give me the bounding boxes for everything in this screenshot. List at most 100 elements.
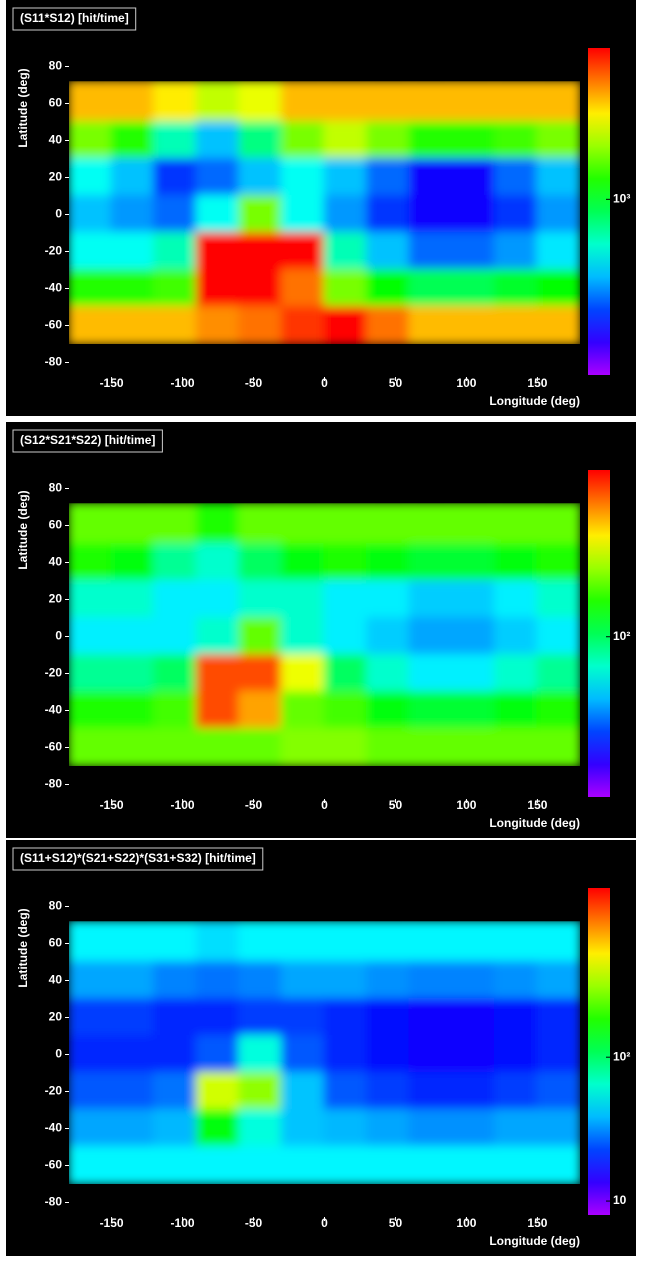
heatmap-cell xyxy=(195,269,241,308)
y-axis-label: Latitude (deg) xyxy=(16,68,30,147)
heatmap-cell xyxy=(323,503,369,545)
heatmap-cell xyxy=(153,921,198,963)
heatmap-cell xyxy=(153,1109,198,1148)
y-tick-label: -60 xyxy=(45,740,63,754)
heatmap-cell xyxy=(280,503,326,545)
heatmap-cell xyxy=(238,654,283,693)
heatmap-cell xyxy=(451,691,496,730)
heatmap-cell xyxy=(408,232,454,271)
heatmap-cell xyxy=(69,1035,113,1074)
heatmap-cells xyxy=(69,503,580,767)
heatmap-cell xyxy=(408,306,454,345)
heatmap-cell xyxy=(238,1072,283,1111)
heatmap-cell xyxy=(280,1146,326,1185)
heatmap-cell xyxy=(153,961,198,1000)
heatmap-cell xyxy=(238,728,283,767)
y-tick-label: -80 xyxy=(45,777,63,791)
heatmap-cell xyxy=(408,158,454,197)
heatmap-cell xyxy=(238,81,283,123)
heatmap-cell xyxy=(366,543,411,582)
heatmap-cell xyxy=(366,121,411,160)
heatmap-cell xyxy=(493,232,539,271)
heatmap-cell xyxy=(69,158,113,197)
heatmap-cell xyxy=(110,617,156,656)
x-tick-label: 50 xyxy=(389,376,403,390)
heatmap-cell xyxy=(366,306,411,345)
heatmap-cell xyxy=(153,1035,198,1074)
heatmap-cell xyxy=(110,691,156,730)
y-tick-label: 20 xyxy=(49,170,63,184)
heatmap-cell xyxy=(69,1109,113,1148)
heatmap-cell xyxy=(493,921,539,963)
heatmap-cell xyxy=(69,232,113,271)
y-tick-label: 40 xyxy=(49,973,63,987)
heatmap-cell xyxy=(493,580,539,619)
heatmap-cell xyxy=(451,121,496,160)
colorbar-tick-label: 10³ xyxy=(613,191,630,205)
y-tick-label: -60 xyxy=(45,318,63,332)
heatmap-cell xyxy=(451,1146,496,1185)
heatmap-cell xyxy=(366,961,411,1000)
heatmap-cell xyxy=(69,121,113,160)
heatmap-cell xyxy=(153,269,198,308)
heatmap-cell xyxy=(110,306,156,345)
heatmap-cell xyxy=(323,232,369,271)
heatmap-cell xyxy=(280,921,326,963)
heatmap-cell xyxy=(493,503,539,545)
heatmap-cell xyxy=(536,269,580,308)
heatmap-cell xyxy=(408,691,454,730)
heatmap-cells xyxy=(69,81,580,345)
heatmap-cell xyxy=(238,691,283,730)
y-tick-label: 20 xyxy=(49,592,63,606)
heatmap-cell xyxy=(451,543,496,582)
heatmap-cell xyxy=(238,998,283,1037)
heatmap-cell xyxy=(153,654,198,693)
heatmap-cell xyxy=(493,1072,539,1111)
heatmap-cell xyxy=(238,961,283,1000)
heatmap-cell xyxy=(408,543,454,582)
heatmap-cell xyxy=(195,654,241,693)
heatmap-cell xyxy=(69,269,113,308)
heatmap-cell xyxy=(408,1109,454,1148)
heatmap-cell xyxy=(110,1072,156,1111)
x-tick-label: -50 xyxy=(245,798,263,812)
y-tick-label: 60 xyxy=(49,936,63,950)
heatmap-cell xyxy=(366,921,411,963)
heatmap-cell xyxy=(195,728,241,767)
heatmap-cell xyxy=(110,961,156,1000)
heatmap-cell xyxy=(323,580,369,619)
heatmap-cell xyxy=(110,654,156,693)
heatmap-cell xyxy=(69,580,113,619)
heatmap-cell xyxy=(69,503,113,545)
heatmap-cell xyxy=(280,1109,326,1148)
x-tick-label: 0 xyxy=(321,798,328,812)
title-box xyxy=(12,429,163,453)
heatmap-cell xyxy=(69,306,113,345)
colorbar-tick-label: 10 xyxy=(613,1193,627,1207)
heatmap-cell xyxy=(195,617,241,656)
heatmap-cell xyxy=(366,195,411,234)
heatmap-cell xyxy=(110,232,156,271)
heatmap-cell xyxy=(280,1035,326,1074)
heatmap-cell xyxy=(493,961,539,1000)
heatmap-cell xyxy=(110,195,156,234)
heatmap-cell xyxy=(238,580,283,619)
title-box xyxy=(12,7,137,31)
heatmap-cell xyxy=(153,121,198,160)
heatmap-cell xyxy=(110,1146,156,1185)
heatmap-cell xyxy=(323,195,369,234)
heatmap-cell xyxy=(366,1035,411,1074)
heatmap-cell xyxy=(153,580,198,619)
heatmap-cell xyxy=(493,1109,539,1148)
x-tick-label: 150 xyxy=(527,1216,547,1230)
heatmap-cell xyxy=(280,1072,326,1111)
heatmap-cell xyxy=(195,1146,241,1185)
heatmap-cell xyxy=(493,269,539,308)
heatmap-cell xyxy=(493,306,539,345)
heatmap-cell xyxy=(323,543,369,582)
y-tick-label: 0 xyxy=(55,1047,62,1061)
y-tick-label: 60 xyxy=(49,96,63,110)
heatmap-cell xyxy=(536,1109,580,1148)
x-tick-label: 50 xyxy=(389,1216,403,1230)
